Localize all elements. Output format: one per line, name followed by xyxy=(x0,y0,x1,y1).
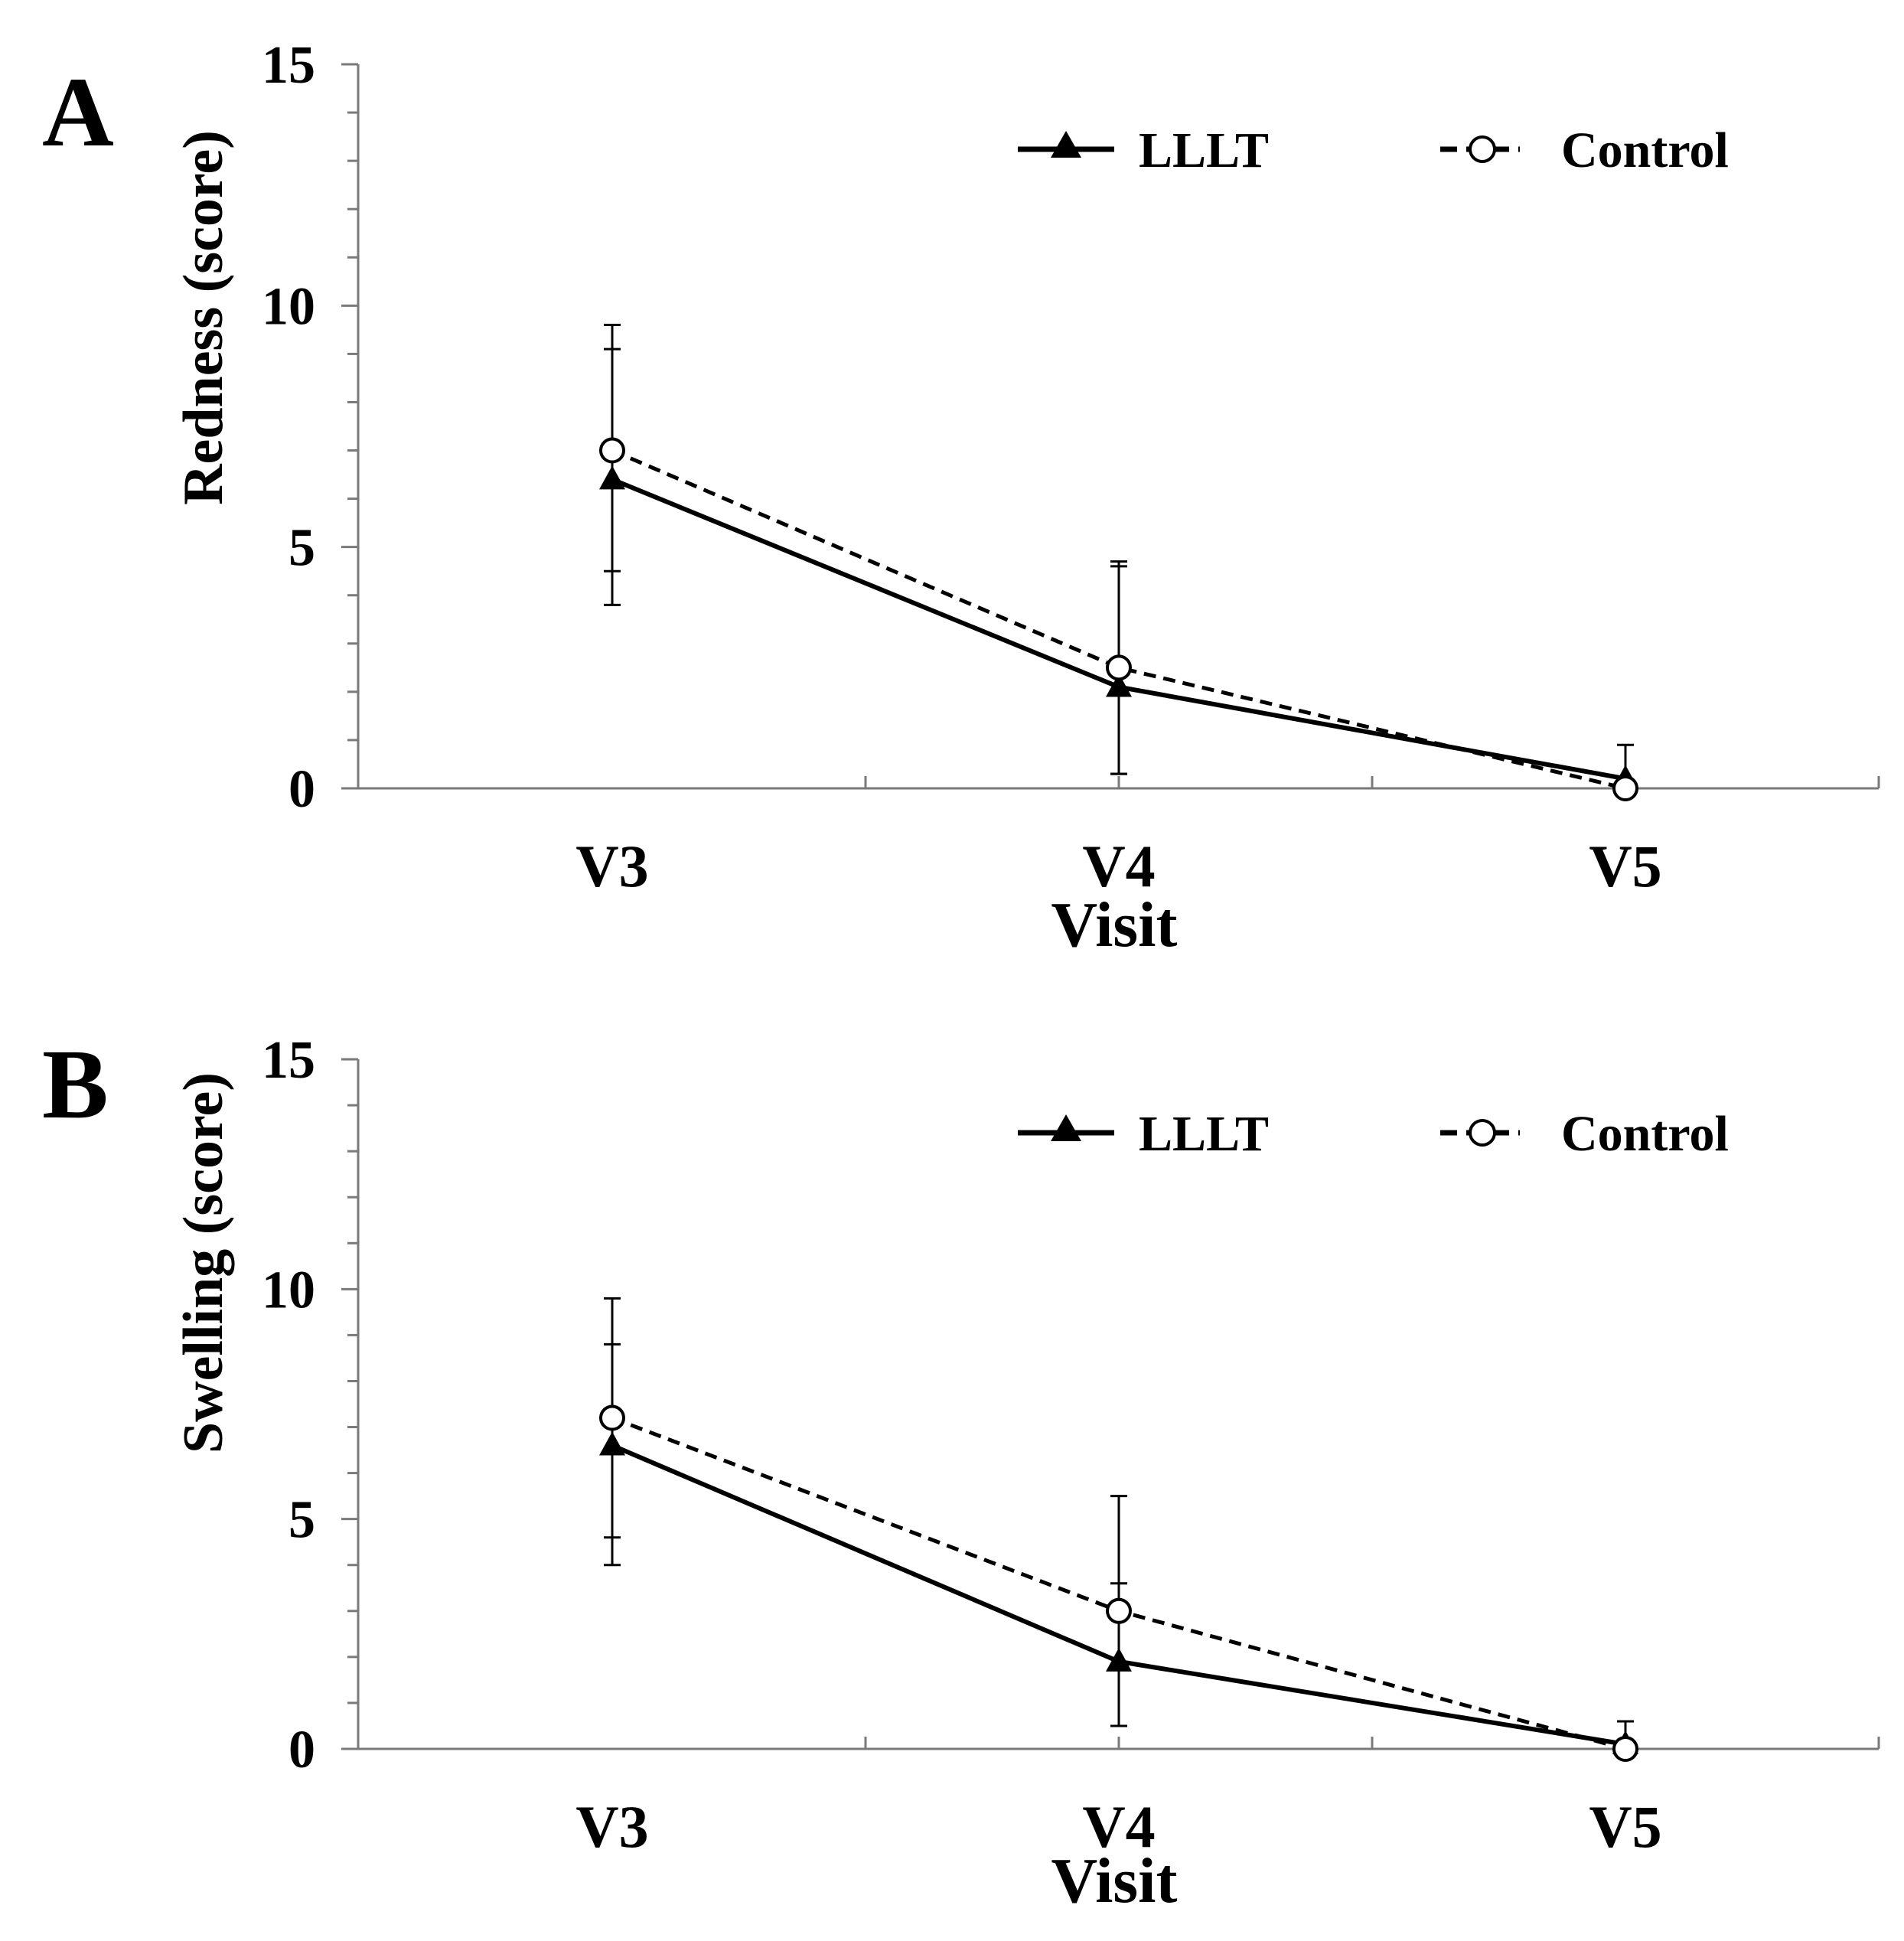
data-point-lllt xyxy=(1106,1647,1132,1672)
data-point-control xyxy=(1612,775,1638,801)
data-point-control xyxy=(1106,654,1132,681)
legend-label-lllt: LLLT xyxy=(1139,1106,1269,1162)
y-tick-labels: 0 5 10 15 xyxy=(262,36,315,819)
data-point-lllt xyxy=(599,465,625,490)
panel-a: A Redness (score) Visit 0 5 10 15 V3 V4 V5 LL… xyxy=(42,36,1880,961)
legend-marker-control xyxy=(1469,135,1496,163)
legend: LLLT Control xyxy=(1018,122,1729,178)
x-tick-label: V3 xyxy=(575,833,648,899)
legend-label-lllt: LLLT xyxy=(1139,122,1269,178)
legend-label-control: Control xyxy=(1561,122,1729,178)
axes xyxy=(341,1058,1880,1750)
y-tick-label: 0 xyxy=(289,760,315,819)
y-tick-label: 15 xyxy=(262,36,315,95)
error-bars xyxy=(604,1297,1634,1750)
data-point-lllt xyxy=(1106,673,1132,697)
series-line-control xyxy=(611,449,1626,791)
data-point-control xyxy=(1612,1736,1638,1762)
panel-label: A xyxy=(42,57,114,168)
legend: LLLT Control xyxy=(1018,1106,1729,1162)
data-point-control xyxy=(599,1404,625,1431)
y-tick-label: 10 xyxy=(262,1261,315,1320)
legend-label-control: Control xyxy=(1561,1106,1729,1162)
x-tick-label: V4 xyxy=(1082,833,1155,899)
error-bars xyxy=(604,324,1634,790)
data-points xyxy=(599,437,1638,801)
x-tick-labels: V3 V4 V5 xyxy=(575,1793,1661,1860)
y-axis-label: Swelling (score) xyxy=(172,1072,235,1453)
legend-marker-lllt xyxy=(1051,131,1081,158)
x-tick-labels: V3 V4 V5 xyxy=(575,833,1661,899)
x-tick-label: V4 xyxy=(1082,1793,1155,1860)
x-tick-label: V5 xyxy=(1589,833,1661,899)
data-point-control xyxy=(599,437,625,464)
y-axis-label: Redness (score) xyxy=(172,130,235,505)
data-point-lllt xyxy=(599,1431,625,1456)
y-tick-label: 0 xyxy=(289,1721,315,1780)
panel-label: B xyxy=(42,1029,109,1140)
x-axis-label: Visit xyxy=(1051,889,1178,961)
data-points xyxy=(599,1404,1638,1762)
y-tick-labels: 0 5 10 15 xyxy=(262,1031,315,1780)
y-tick-label: 10 xyxy=(262,277,315,336)
panel-b: B Swelling (score) Visit 0 5 10 15 V3 V4 V5 L… xyxy=(42,1029,1880,1917)
legend-marker-lllt xyxy=(1051,1114,1081,1141)
y-tick-label: 15 xyxy=(262,1031,315,1090)
x-tick-label: V5 xyxy=(1589,1793,1661,1860)
x-tick-label: V3 xyxy=(575,1793,648,1860)
y-tick-label: 5 xyxy=(289,1491,315,1550)
legend-marker-control xyxy=(1469,1119,1496,1147)
x-axis-label: Visit xyxy=(1051,1845,1178,1917)
y-tick-label: 5 xyxy=(289,519,315,578)
data-point-control xyxy=(1106,1597,1132,1624)
